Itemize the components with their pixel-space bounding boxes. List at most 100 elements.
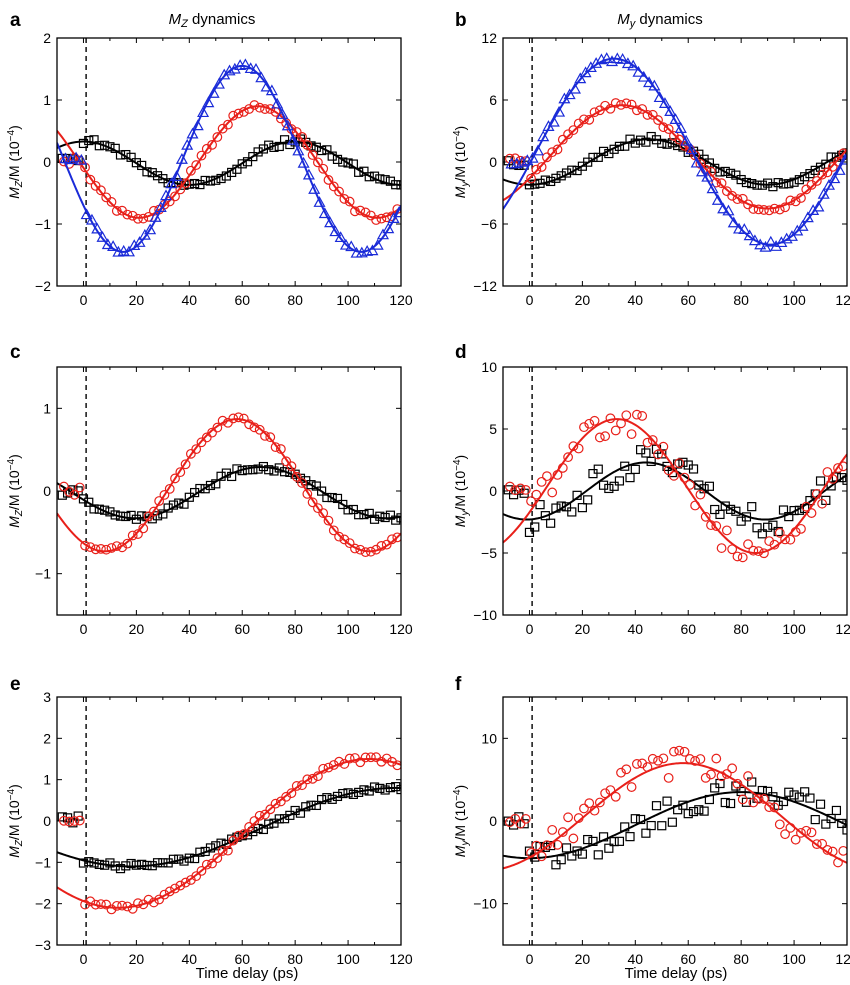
data-point-square: [369, 782, 380, 792]
data-point-square: [577, 849, 587, 859]
x-tick-label: 20: [575, 951, 591, 967]
data-point-square: [688, 464, 699, 474]
data-point-triangle: [653, 91, 666, 103]
data-point-square: [678, 800, 688, 810]
data-point-square: [842, 475, 847, 485]
y-tick-label: 0: [489, 154, 497, 170]
data-point-square: [338, 788, 348, 799]
data-point-square: [598, 146, 609, 156]
data-point-circle: [291, 471, 302, 482]
data-point-square: [348, 789, 358, 800]
data-point-circle: [212, 853, 223, 864]
x-tick-label: 100: [336, 621, 360, 637]
data-point-square: [232, 464, 242, 474]
data-point-circle: [822, 467, 833, 477]
data-point-circle: [616, 418, 626, 429]
data-point-circle: [323, 762, 334, 773]
data-point-circle: [796, 827, 806, 838]
data-point-circle: [122, 901, 133, 912]
data-point-circle: [159, 489, 170, 500]
data-point-circle: [801, 501, 812, 512]
y-tick-label: −3: [35, 937, 51, 953]
data-point-circle: [392, 532, 401, 543]
data-point-square: [604, 483, 614, 494]
data-point-circle: [653, 755, 663, 766]
data-point-square: [100, 860, 110, 870]
x-tick-label: 100: [336, 951, 360, 967]
data-point-square: [768, 792, 778, 802]
data-point-square: [694, 805, 704, 815]
y-tick-label: −12: [473, 278, 497, 294]
data-point-triangle: [144, 223, 157, 235]
panel-label-f: f: [455, 674, 462, 695]
data-point-square: [332, 493, 343, 504]
data-point-circle: [669, 746, 679, 757]
plot-frame: [56, 696, 402, 946]
panel-label-d: d: [455, 342, 467, 363]
data-point-circle: [605, 413, 616, 424]
data-point-circle: [297, 131, 307, 142]
data-point-triangle: [568, 82, 581, 94]
data-point-triangle: [239, 58, 252, 70]
data-point-circle: [753, 546, 764, 557]
data-point-circle: [270, 442, 281, 453]
data-point-square: [715, 778, 725, 789]
data-point-square: [364, 172, 374, 182]
data-point-circle: [360, 207, 371, 218]
data-point-circle: [579, 422, 589, 433]
data-point-square: [211, 175, 221, 185]
data-point-square: [752, 180, 762, 190]
data-point-square: [752, 523, 762, 533]
data-point-square: [789, 790, 799, 800]
data-point-square: [657, 821, 667, 831]
data-point-square: [396, 784, 401, 795]
data-point-circle: [526, 496, 536, 507]
data-point-triangle: [796, 220, 809, 231]
data-point-triangle: [553, 105, 566, 117]
data-point-circle: [780, 829, 790, 840]
data-point-triangle: [637, 70, 650, 82]
data-point-circle: [318, 508, 329, 518]
data-point-square: [778, 179, 789, 189]
data-point-circle: [753, 204, 764, 215]
data-point-square: [126, 152, 136, 162]
data-point-circle: [557, 827, 568, 837]
data-point-square: [142, 860, 152, 871]
data-point-square: [831, 805, 842, 816]
data-point-circle: [201, 859, 212, 870]
data-point-triangle: [828, 172, 841, 184]
data-point-square: [152, 171, 163, 181]
data-point-circle: [690, 500, 701, 511]
data-point-circle: [170, 473, 180, 484]
data-point-circle: [360, 752, 371, 763]
data-point-square: [725, 168, 736, 178]
x-tick-label: 120: [835, 621, 850, 637]
data-point-square: [625, 832, 635, 842]
data-point-square: [391, 782, 401, 792]
data-point-square: [588, 836, 598, 846]
data-point-circle: [515, 483, 526, 494]
data-point-triangle: [107, 240, 120, 251]
data-point-circle: [684, 754, 695, 764]
data-point-circle: [58, 481, 69, 492]
data-point-circle: [631, 759, 642, 769]
data-point-square: [322, 492, 332, 503]
data-point-circle: [790, 196, 801, 207]
data-point-square: [651, 801, 662, 811]
data-point-circle: [154, 496, 165, 506]
data-point-circle: [785, 534, 796, 545]
data-point-circle: [238, 107, 249, 117]
data-point-square: [121, 149, 131, 160]
data-point-square: [757, 529, 767, 539]
x-tick-label: 120: [389, 951, 413, 967]
data-point-triangle: [738, 223, 751, 234]
data-point-square: [837, 473, 847, 483]
y-tick-label: −1: [35, 216, 51, 232]
data-point-triangle: [334, 231, 347, 243]
data-point-circle: [313, 503, 323, 514]
data-point-square: [784, 787, 794, 797]
data-point-circle: [80, 899, 90, 910]
data-point-square: [635, 814, 646, 825]
data-point-circle: [297, 478, 307, 488]
data-point-square: [195, 483, 205, 494]
